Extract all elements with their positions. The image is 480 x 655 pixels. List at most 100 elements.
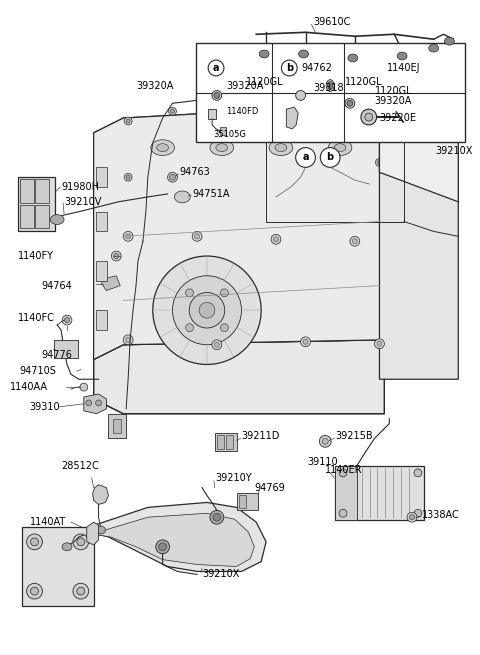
Ellipse shape (334, 143, 346, 151)
Circle shape (126, 176, 130, 179)
Ellipse shape (269, 140, 293, 155)
Circle shape (271, 234, 281, 244)
Ellipse shape (260, 138, 300, 197)
Text: 39211D: 39211D (241, 432, 280, 441)
Text: 39320A: 39320A (227, 81, 264, 90)
Circle shape (31, 587, 38, 595)
Text: 94710S: 94710S (20, 366, 57, 377)
Circle shape (26, 583, 42, 599)
Circle shape (322, 438, 328, 444)
Circle shape (352, 239, 357, 244)
Ellipse shape (444, 37, 455, 45)
Text: 94764: 94764 (41, 280, 72, 291)
Text: 39320A: 39320A (374, 96, 412, 106)
Text: 1140ER: 1140ER (325, 465, 363, 475)
Polygon shape (123, 103, 384, 236)
Circle shape (153, 256, 261, 364)
Circle shape (186, 324, 193, 331)
Circle shape (361, 109, 377, 125)
Circle shape (339, 510, 347, 517)
Circle shape (210, 510, 224, 524)
Circle shape (168, 107, 177, 115)
Circle shape (73, 534, 89, 550)
Polygon shape (98, 514, 254, 567)
Circle shape (195, 234, 200, 239)
Ellipse shape (275, 143, 287, 151)
Circle shape (374, 339, 384, 348)
Circle shape (375, 102, 384, 109)
Text: 39220E: 39220E (380, 113, 417, 123)
Circle shape (296, 147, 315, 167)
Text: 1120GL: 1120GL (246, 77, 284, 86)
Bar (96, 167, 108, 187)
Ellipse shape (354, 118, 366, 128)
Circle shape (126, 119, 130, 123)
Ellipse shape (328, 140, 352, 155)
Circle shape (346, 100, 354, 107)
Circle shape (64, 318, 70, 322)
Circle shape (303, 102, 308, 105)
Ellipse shape (212, 90, 222, 100)
Circle shape (220, 324, 228, 331)
Ellipse shape (347, 100, 353, 106)
Circle shape (31, 538, 38, 546)
Text: 94776: 94776 (41, 350, 72, 360)
Circle shape (213, 103, 221, 111)
Ellipse shape (397, 52, 407, 60)
Circle shape (80, 383, 88, 391)
Circle shape (257, 102, 265, 109)
Ellipse shape (429, 44, 439, 52)
Polygon shape (93, 485, 108, 504)
Ellipse shape (296, 90, 306, 100)
Circle shape (126, 234, 131, 239)
Bar (108, 414, 126, 438)
Polygon shape (22, 527, 94, 606)
Bar (256, 128, 303, 207)
Polygon shape (94, 103, 384, 360)
Bar (335, 466, 357, 520)
Circle shape (86, 400, 92, 406)
Text: 1140AT: 1140AT (30, 517, 66, 527)
Ellipse shape (426, 155, 438, 164)
Polygon shape (94, 340, 384, 414)
Circle shape (377, 103, 382, 107)
Circle shape (215, 105, 219, 109)
Polygon shape (380, 98, 458, 379)
Circle shape (301, 100, 310, 107)
Ellipse shape (201, 138, 240, 197)
Ellipse shape (96, 526, 106, 534)
Ellipse shape (265, 105, 277, 115)
Circle shape (377, 341, 382, 346)
Circle shape (303, 339, 308, 345)
Bar (196, 43, 465, 141)
Circle shape (111, 251, 121, 261)
Circle shape (73, 583, 89, 599)
Circle shape (169, 174, 175, 180)
Ellipse shape (345, 98, 355, 108)
Ellipse shape (326, 80, 334, 92)
Circle shape (339, 469, 347, 477)
Bar (215, 434, 237, 451)
Circle shape (123, 231, 133, 241)
Circle shape (77, 538, 85, 546)
Ellipse shape (259, 50, 269, 58)
Circle shape (123, 335, 133, 345)
Text: 1140FY: 1140FY (18, 251, 54, 261)
Text: 1120GL: 1120GL (374, 86, 412, 96)
Ellipse shape (174, 191, 190, 203)
Circle shape (213, 514, 221, 521)
Ellipse shape (259, 100, 283, 120)
Ellipse shape (156, 143, 168, 151)
Ellipse shape (142, 138, 181, 197)
Circle shape (409, 515, 414, 519)
Polygon shape (94, 118, 123, 236)
Bar (315, 128, 363, 207)
Bar (20, 205, 34, 229)
Text: 1140EJ: 1140EJ (386, 63, 420, 73)
Polygon shape (84, 394, 107, 414)
Bar (239, 495, 246, 508)
Text: 39318: 39318 (313, 83, 344, 94)
Circle shape (172, 276, 241, 345)
Ellipse shape (210, 140, 234, 155)
Bar (96, 212, 108, 231)
